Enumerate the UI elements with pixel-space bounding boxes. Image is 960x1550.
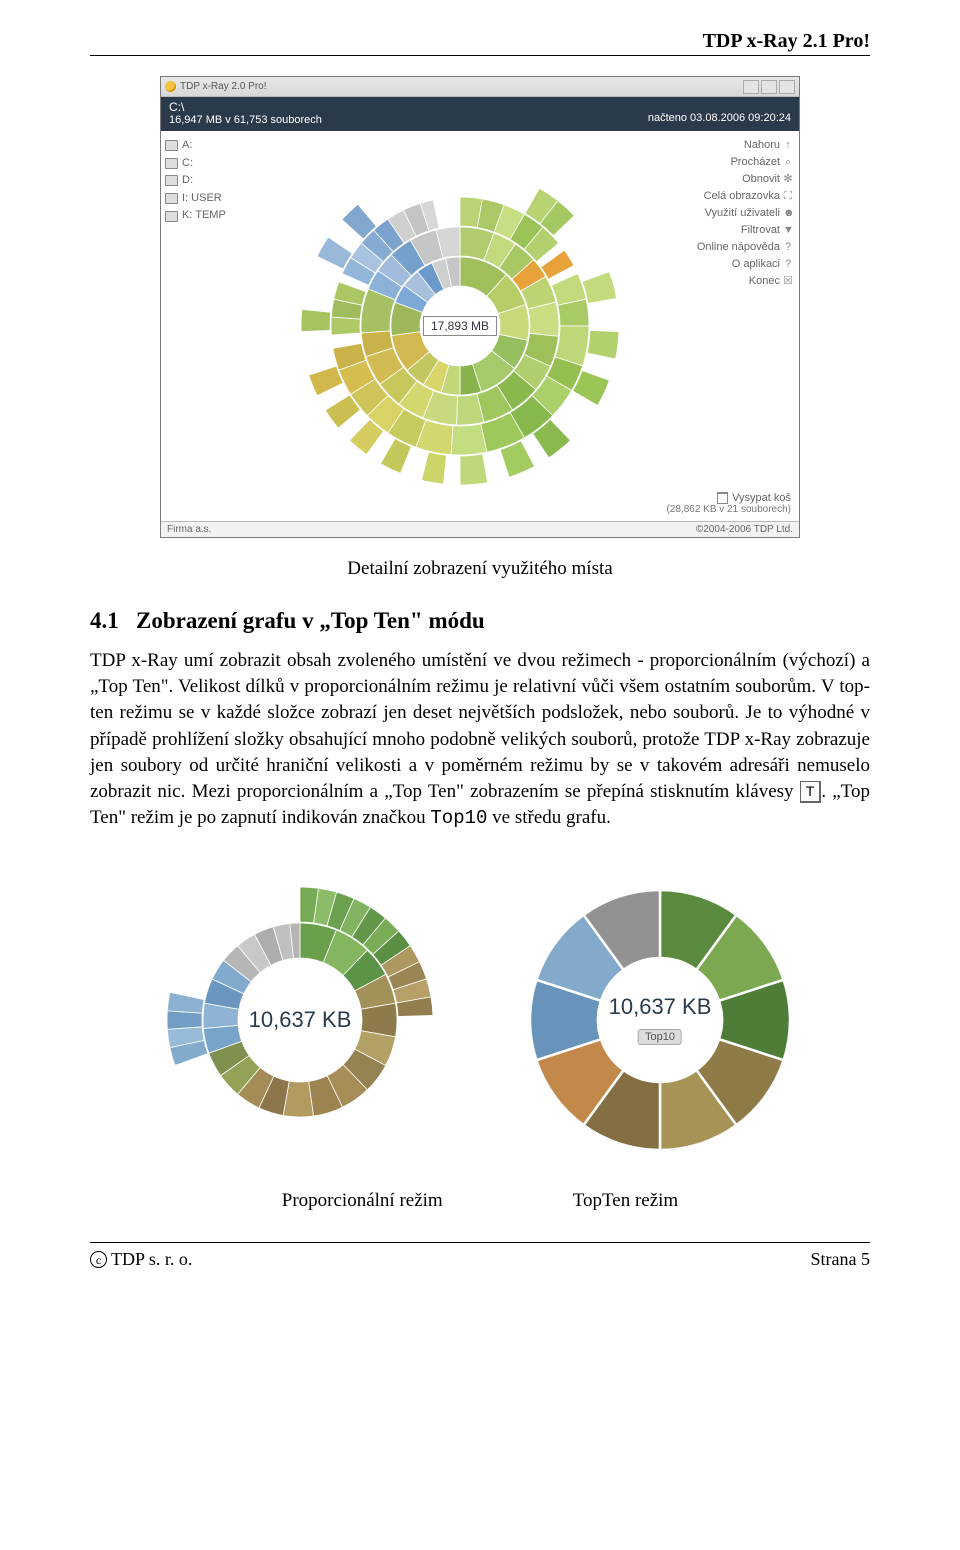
window-titlebar: TDP x-Ray 2.0 Pro! bbox=[161, 77, 799, 97]
menu-icon: ? bbox=[783, 256, 793, 273]
caption-proportional: Proporcionální režim bbox=[282, 1190, 443, 1212]
window-title: TDP x-Ray 2.0 Pro! bbox=[180, 81, 267, 92]
menu-item[interactable]: Konec⮽ bbox=[670, 273, 793, 290]
page-header: TDP x-Ray 2.1 Pro! bbox=[90, 30, 870, 56]
trash-area: Vysypat koš (28,862 KB v 21 souborech) bbox=[666, 492, 791, 515]
menu-icon: ☻ bbox=[783, 205, 793, 222]
loaded-label: načteno 03.08.2006 09:20:24 bbox=[648, 112, 791, 124]
page-footer: cTDP s. r. o. Strana 5 bbox=[90, 1242, 870, 1270]
menu-icon: ✻ bbox=[783, 171, 793, 188]
top10-badge: Top10 bbox=[638, 1029, 682, 1045]
body-paragraph: TDP x-Ray umí zobrazit obsah zvoleného u… bbox=[90, 648, 870, 832]
menu-icon: ⮽ bbox=[783, 273, 793, 290]
drive-icon bbox=[165, 211, 178, 222]
menu-icon: ⛶ bbox=[783, 188, 793, 205]
app-screenshot: TDP x-Ray 2.0 Pro! C:\ 16,947 MB v 61,75… bbox=[160, 76, 800, 538]
maximize-button[interactable] bbox=[761, 80, 777, 94]
menu-icon: ↑ bbox=[783, 137, 793, 154]
chart-area: 17,893 MB bbox=[256, 131, 664, 521]
trash-label: Vysypat koš bbox=[732, 492, 791, 504]
drive-item[interactable]: C: bbox=[165, 155, 252, 173]
info-bar: C:\ 16,947 MB v 61,753 souborech načteno… bbox=[161, 97, 799, 131]
copyright-icon: c bbox=[90, 1251, 107, 1268]
minimize-button[interactable] bbox=[743, 80, 759, 94]
comparison-figures: 10,637 KB 10,637 KB Top10 bbox=[90, 880, 870, 1160]
drive-icon bbox=[165, 175, 178, 186]
menu-item[interactable]: Obnovit✻ bbox=[670, 171, 793, 188]
footer-left: Firma a.s. bbox=[167, 524, 211, 535]
chart-topten: 10,637 KB Top10 bbox=[510, 880, 810, 1160]
chart-left-label: 10,637 KB bbox=[249, 1007, 352, 1033]
trash-info: (28,862 KB v 21 souborech) bbox=[666, 504, 791, 515]
trash-icon bbox=[717, 492, 728, 504]
drive-item[interactable]: A: bbox=[165, 137, 252, 155]
close-button[interactable] bbox=[779, 80, 795, 94]
drive-list: A:C:D:I: USERK: TEMP bbox=[161, 131, 256, 521]
drive-icon bbox=[165, 193, 178, 204]
drive-item[interactable]: D: bbox=[165, 172, 252, 190]
stats-label: 16,947 MB v 61,753 souborech bbox=[169, 114, 648, 126]
current-path: C:\ bbox=[169, 100, 648, 114]
menu-item[interactable]: Celá obrazovka⛶ bbox=[670, 188, 793, 205]
caption-topten: TopTen režim bbox=[573, 1190, 679, 1212]
menu-item[interactable]: Online nápověda? bbox=[670, 239, 793, 256]
menu-icon: ⌕ bbox=[783, 154, 793, 171]
menu-item[interactable]: Nahoru↑ bbox=[670, 137, 793, 154]
menu-item[interactable]: O aplikaci? bbox=[670, 256, 793, 273]
header-title: TDP x-Ray 2.1 Pro! bbox=[703, 30, 870, 52]
menu-item[interactable]: Filtrovat▼ bbox=[670, 222, 793, 239]
chart-right-label: 10,637 KB Top10 bbox=[609, 994, 712, 1046]
section-number: 4.1 bbox=[90, 608, 119, 633]
drive-item[interactable]: I: USER bbox=[165, 190, 252, 208]
status-bar: Firma a.s. ©2004-2006 TDP Ltd. bbox=[161, 521, 799, 537]
drive-icon bbox=[165, 158, 178, 169]
trash-button[interactable]: Vysypat koš bbox=[666, 492, 791, 504]
action-menu: Nahoru↑Procházet⌕Obnovit✻Celá obrazovka⛶… bbox=[664, 131, 799, 521]
menu-item[interactable]: Využití uživateli☻ bbox=[670, 205, 793, 222]
figure-caption: Detailní zobrazení využitého místa bbox=[90, 558, 870, 580]
footer-right: ©2004-2006 TDP Ltd. bbox=[696, 524, 793, 535]
footer-company: cTDP s. r. o. bbox=[90, 1249, 192, 1270]
section-title-text: Zobrazení grafu v „Top Ten" módu bbox=[136, 608, 485, 633]
top10-code: Top10 bbox=[430, 807, 487, 829]
drive-item[interactable]: K: TEMP bbox=[165, 207, 252, 225]
footer-page-number: Strana 5 bbox=[811, 1249, 870, 1270]
drive-icon bbox=[165, 140, 178, 151]
comparison-captions: Proporcionální režim TopTen režim bbox=[90, 1190, 870, 1212]
center-size-label: 17,893 MB bbox=[423, 316, 497, 336]
section-heading: 4.1 Zobrazení grafu v „Top Ten" módu bbox=[90, 608, 870, 634]
app-icon bbox=[165, 81, 176, 92]
menu-icon: ▼ bbox=[783, 222, 793, 239]
menu-item[interactable]: Procházet⌕ bbox=[670, 154, 793, 171]
menu-icon: ? bbox=[783, 239, 793, 256]
chart-proportional: 10,637 KB bbox=[150, 880, 450, 1160]
keycap-t: T bbox=[800, 781, 822, 803]
